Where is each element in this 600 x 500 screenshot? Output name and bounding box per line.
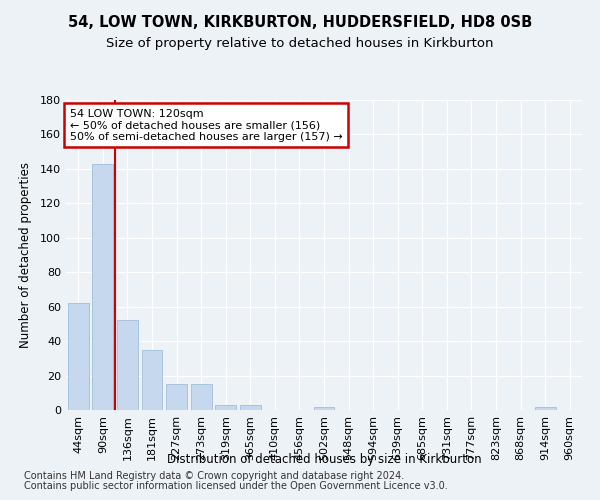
Bar (117, 320, 138, 410)
Bar (191, 384, 212, 410)
Text: Contains HM Land Registry data © Crown copyright and database right 2024.: Contains HM Land Registry data © Crown c… (24, 471, 404, 481)
Text: Contains public sector information licensed under the Open Government Licence v3: Contains public sector information licen… (24, 481, 448, 491)
Bar (314, 406, 334, 410)
Text: Size of property relative to detached houses in Kirkburton: Size of property relative to detached ho… (106, 38, 494, 51)
Text: Distribution of detached houses by size in Kirkburton: Distribution of detached houses by size … (167, 452, 481, 466)
Text: 54 LOW TOWN: 120sqm
← 50% of detached houses are smaller (156)
50% of semi-detac: 54 LOW TOWN: 120sqm ← 50% of detached ho… (70, 108, 343, 142)
Bar (166, 384, 187, 410)
Y-axis label: Number of detached properties: Number of detached properties (19, 162, 32, 348)
Bar (535, 406, 556, 410)
Text: 54, LOW TOWN, KIRKBURTON, HUDDERSFIELD, HD8 0SB: 54, LOW TOWN, KIRKBURTON, HUDDERSFIELD, … (68, 15, 532, 30)
Bar (240, 405, 261, 410)
Bar (142, 350, 163, 410)
Bar (215, 405, 236, 410)
Bar (92, 164, 113, 410)
Bar (68, 303, 89, 410)
